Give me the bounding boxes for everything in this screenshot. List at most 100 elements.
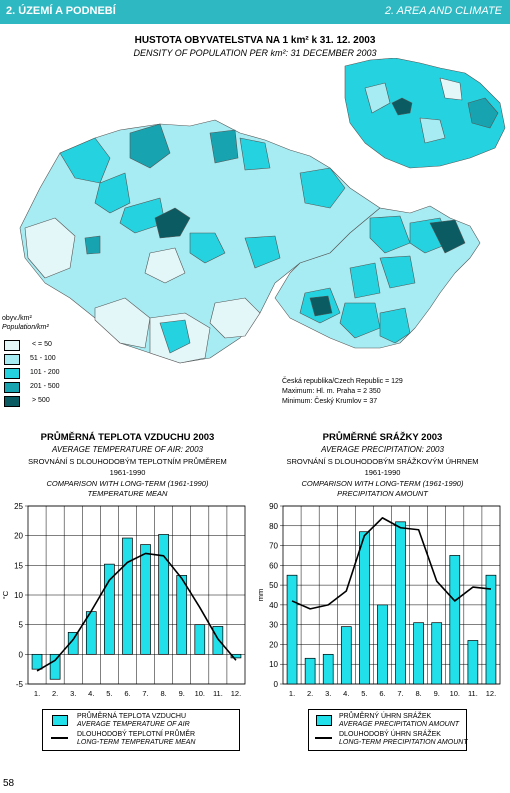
precip-bar: [359, 531, 370, 685]
temp-x-tick-label: 2.: [52, 689, 58, 698]
map-legend-swatch: [4, 368, 20, 379]
map-title-cz: HUSTOTA OBYVATELSTVA NA 1 km² k 31. 12. …: [134, 35, 376, 46]
precip-bar: [286, 574, 298, 685]
temp-legend-line-en: LONG-TERM TEMPERATURE MEAN: [77, 739, 196, 746]
precip-longterm-line: [291, 517, 492, 610]
precip-legend: PRŮMĚRNÝ ÚHRN SRÁŽEK AVERAGE PRECIPITATI…: [308, 709, 468, 751]
temp-bar: [122, 537, 133, 655]
temp-legend-line-swatch: [51, 737, 68, 739]
temp-x-tick-label: 7.: [142, 689, 148, 698]
precip-legend-line-swatch: [315, 737, 332, 739]
precip-y-tick-label: 40: [269, 601, 278, 610]
temp-legend-bar-cz: PRŮMĚRNÁ TEPLOTA VZDUCHU: [77, 713, 187, 720]
precipitation-chart: 0 10 20 30 40 50 60 70 80 90 1. 2. 3. 4. 5. 6. 7. 8. 9. 10.…: [256, 502, 501, 698]
precip-x-tick-label: 12.: [486, 689, 496, 698]
precip-x-tick-label: 11.: [468, 689, 478, 698]
precip-x-tick-label: 1.: [289, 689, 295, 698]
precip-bar: [340, 626, 352, 685]
precip-comparison-en: COMPARISON WITH LONG-TERM (1961-1990): [301, 479, 464, 488]
map-legend-title-cz: obyv./km²: [2, 315, 32, 322]
map-title-en: DENSITY OF POPULATION PER km²: 31 DECEMB…: [133, 48, 377, 58]
precip-legend-line-cz: DLOUHODOBÝ ÚHRN SRÁŽEK: [339, 731, 441, 738]
temp-y-tick-label: 5: [19, 621, 24, 630]
temp-x-tick-label: 11.: [213, 689, 223, 698]
precip-legend-line-en: LONG-TERM PRECIPITATION AMOUNT: [339, 739, 468, 746]
map-legend-swatch: [4, 354, 20, 365]
precip-x-tick-label: 8.: [415, 689, 421, 698]
map-legend-swatch: [4, 382, 20, 393]
precip-bar: [449, 555, 461, 685]
precip-y-tick-label: 60: [269, 561, 278, 570]
temp-x-tick-label: 9.: [179, 689, 185, 698]
precip-y-tick-label: 70: [269, 542, 278, 551]
temp-legend-bar-swatch: [52, 715, 68, 726]
precip-x-tick-label: 6.: [379, 689, 385, 698]
temp-y-tick-label: 25: [14, 502, 23, 511]
temp-x-tick-label: 12.: [231, 689, 241, 698]
precip-bar: [467, 640, 479, 685]
temp-y-axis-label: °C: [1, 590, 10, 599]
temp-bar: [85, 611, 97, 655]
precip-bar: [377, 604, 388, 685]
temp-legend-bar-en: AVERAGE TEMPERATURE OF AIR: [77, 721, 190, 728]
temp-comparison-cz: SROVNÁNÍ S DLOUHODOBÝM TEPLOTNÍM PRŮMĚRE…: [28, 457, 227, 466]
temp-bar: [49, 653, 61, 680]
temp-legend: PRŮMĚRNÁ TEPLOTA VZDUCHU AVERAGE TEMPERA…: [42, 709, 240, 751]
population-density-map: [19, 58, 506, 364]
precip-bar: [431, 622, 443, 685]
temp-bar: [230, 653, 242, 659]
precip-y-tick-label: 10: [269, 660, 278, 669]
temp-y-tick-label: -5: [16, 680, 24, 689]
precip-x-tick-label: 3.: [325, 689, 331, 698]
temp-x-tick-label: 8.: [160, 689, 166, 698]
precip-comparison-en-2: PRECIPITATION AMOUNT: [337, 489, 428, 498]
map-legend-label: < = 50: [32, 341, 52, 348]
temp-bar: [158, 534, 169, 655]
map-legend-label: 101 - 200: [30, 369, 60, 376]
temp-period: 1961-1990: [109, 468, 146, 477]
temp-x-tick-label: 1.: [34, 689, 40, 698]
temp-y-tick-label: 10: [14, 591, 23, 600]
precip-x-tick-label: 2.: [307, 689, 313, 698]
temp-comparison-en: COMPARISON WITH LONG-TERM (1961-1990): [46, 479, 209, 488]
precip-bar: [395, 521, 406, 685]
precip-legend-bar-en: AVERAGE PRECIPITATION AMOUNT: [339, 721, 460, 728]
temp-y-tick-label: 0: [19, 650, 24, 659]
precip-bar: [322, 653, 334, 685]
temp-bar: [67, 632, 79, 655]
temp-title: PRŮMĚRNÁ TEPLOTA VZDUCHU 2003: [40, 432, 215, 443]
temp-x-tick-label: 3.: [70, 689, 76, 698]
map-legend-swatch: [4, 396, 20, 407]
temp-x-tick-label: 10.: [195, 689, 205, 698]
precip-legend-bar-cz: PRŮMĚRNÝ ÚHRN SRÁŽEK: [339, 713, 432, 720]
precip-y-tick-label: 90: [269, 502, 278, 511]
map-legend-label: > 500: [32, 397, 50, 404]
precip-x-tick-label: 5.: [361, 689, 367, 698]
precip-y-axis-label: mm: [256, 589, 265, 602]
map-legend-swatch: [4, 340, 20, 351]
map-stat-min: Minimum: Český Krumlov = 37: [282, 398, 378, 405]
precip-title: PRŮMĚRNÉ SRÁŽKY 2003: [322, 432, 443, 443]
map-legend-title-en: Population/km²: [2, 324, 49, 331]
temp-comparison-en-2: TEMPERATURE MEAN: [87, 489, 168, 498]
precip-bar: [485, 574, 497, 685]
temp-y-tick-label: 20: [14, 532, 23, 541]
section-title-cz: 2. ÚZEMÍ A PODNEBÍ: [6, 5, 116, 17]
precip-y-tick-label: 80: [269, 522, 278, 531]
map-legend-label: 51 - 100: [30, 355, 56, 362]
temp-legend-line-cz: DLOUHODOBÝ TEPLOTNÍ PRŮMĚR: [77, 731, 196, 738]
temperature-chart: -5 0 5 10 15 20 25 1. 2. 3. 4. 5. 6. 7. 8. 9. 10. 11. 12. °…: [1, 502, 246, 698]
precip-legend-bar-swatch: [316, 715, 332, 726]
precip-y-tick-label: 20: [269, 640, 278, 649]
precip-y-tick-label: 0: [274, 680, 279, 689]
temp-bar: [140, 544, 151, 655]
precip-bar: [304, 657, 316, 685]
precip-x-tick-label: 7.: [397, 689, 403, 698]
map-legend-label: 201 - 500: [30, 383, 60, 390]
precip-x-tick-label: 9.: [434, 689, 440, 698]
precip-period: 1961-1990: [364, 468, 401, 477]
page-number: 58: [3, 778, 15, 789]
temp-bar: [31, 653, 43, 670]
precip-bar: [413, 622, 424, 685]
temp-bar: [104, 563, 115, 655]
